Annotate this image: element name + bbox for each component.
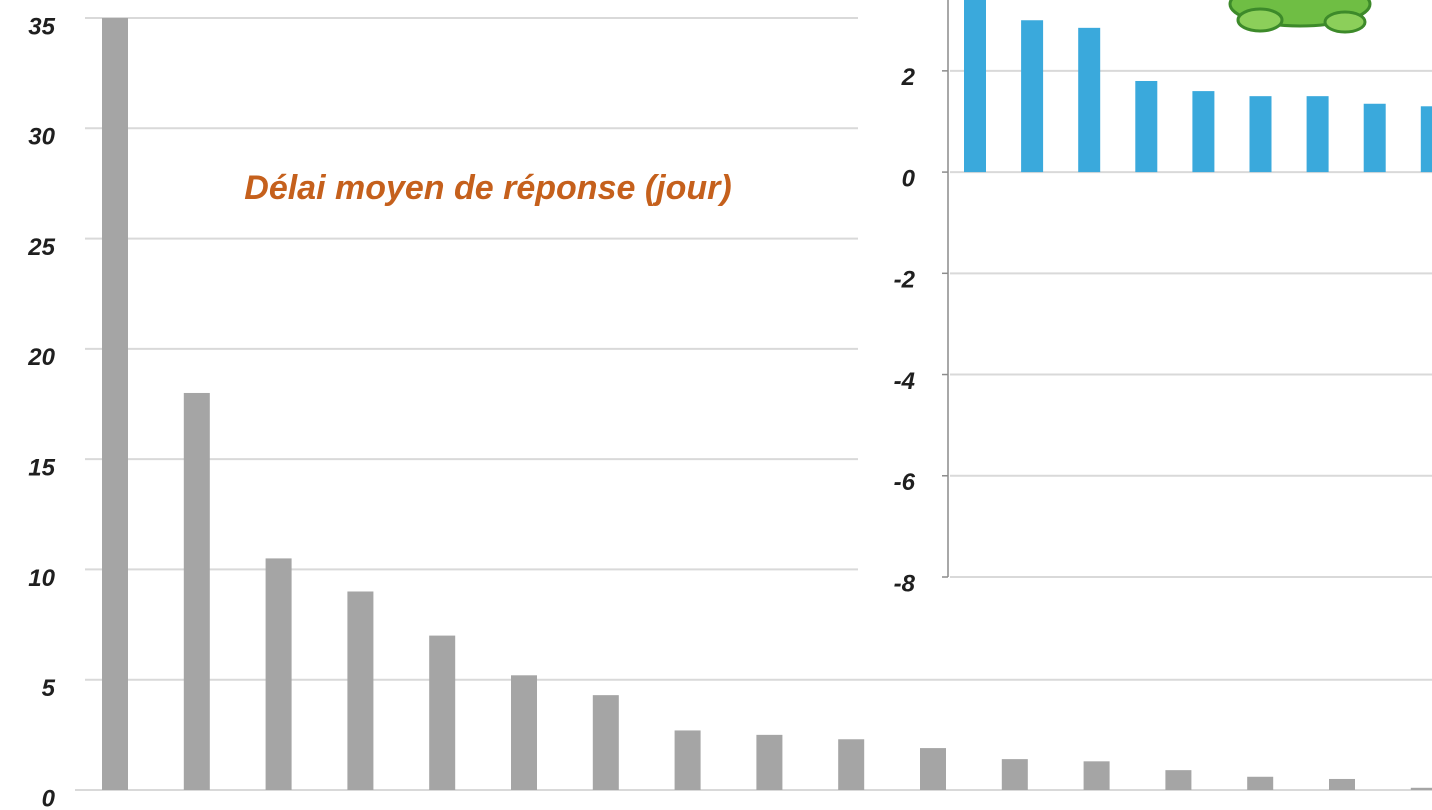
bar	[920, 748, 946, 790]
bar	[593, 695, 619, 790]
y-tick-label: 25	[27, 234, 55, 261]
bar	[1192, 91, 1214, 172]
y-tick-label: 20	[27, 344, 55, 371]
chart: 0 5 10 15 20 25 30 35 -8 -6 -4 -2 0 2 Délai moyen de…	[0, 0, 1432, 810]
y-tick-label: -8	[894, 570, 916, 597]
y-tick-label: 10	[28, 565, 55, 592]
y-tick-label: -2	[894, 267, 916, 294]
y-tick-label: 2	[901, 64, 916, 91]
y-tick-label: 0	[42, 785, 56, 810]
bar	[1135, 81, 1157, 172]
y-tick-label: 35	[28, 13, 55, 40]
bar	[511, 675, 537, 790]
y-tick-label: 0	[902, 165, 916, 192]
bar	[1084, 761, 1110, 790]
bar	[675, 730, 701, 790]
bar	[266, 558, 292, 790]
bar	[1165, 770, 1191, 790]
bar	[1250, 96, 1272, 172]
bar	[1002, 759, 1028, 790]
bar	[1421, 106, 1432, 172]
bar	[1307, 96, 1329, 172]
y-tick-label: 15	[28, 454, 55, 481]
y-tick-label: -6	[894, 469, 916, 496]
bar	[1329, 779, 1355, 790]
y-tick-label: 5	[42, 675, 56, 702]
chart-title: Délai moyen de réponse (jour)	[244, 169, 731, 207]
bar	[429, 636, 455, 790]
y-tick-label: -4	[894, 368, 915, 395]
bar	[1247, 777, 1273, 790]
y-tick-label: 30	[28, 124, 55, 151]
bar	[964, 0, 986, 172]
bar	[347, 591, 373, 790]
bar	[102, 18, 128, 790]
bar	[1021, 20, 1043, 172]
page: 0 5 10 15 20 25 30 35 -8 -6 -4 -2 0 2 Délai moyen de…	[0, 0, 1432, 810]
bar	[1364, 104, 1386, 172]
bar	[184, 393, 210, 790]
bar	[838, 739, 864, 790]
bar	[1078, 28, 1100, 172]
bar	[756, 735, 782, 790]
bar	[1411, 788, 1432, 790]
